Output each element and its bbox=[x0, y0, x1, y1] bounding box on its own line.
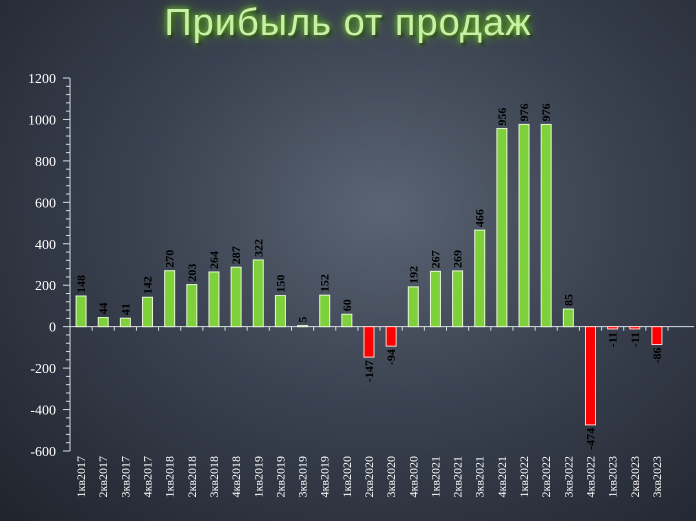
data-label: 270 bbox=[163, 250, 177, 268]
data-label: 976 bbox=[517, 103, 531, 121]
bar bbox=[629, 326, 641, 330]
bar bbox=[208, 271, 220, 328]
bar bbox=[651, 326, 663, 345]
category-label: 3кв2018 bbox=[207, 456, 221, 498]
data-label: 192 bbox=[406, 266, 420, 284]
bar bbox=[75, 295, 87, 328]
y-tick-label: -600 bbox=[30, 445, 56, 460]
category-label: 4кв2020 bbox=[406, 456, 420, 498]
bar bbox=[474, 229, 486, 328]
data-label: 956 bbox=[495, 108, 509, 126]
data-label: 148 bbox=[74, 275, 88, 293]
category-label: 4кв2022 bbox=[583, 456, 597, 498]
bar bbox=[274, 295, 286, 328]
bar bbox=[607, 326, 619, 330]
category-label: 1кв2022 bbox=[517, 456, 531, 498]
data-label: 203 bbox=[185, 264, 199, 282]
data-label: 287 bbox=[229, 246, 243, 264]
bar bbox=[119, 317, 131, 328]
category-label: 3кв2022 bbox=[561, 456, 575, 498]
data-label: -86 bbox=[650, 347, 664, 363]
category-label: 4кв2019 bbox=[318, 456, 332, 498]
bar bbox=[297, 325, 309, 328]
y-tick-label: 1200 bbox=[28, 72, 56, 87]
bar bbox=[97, 317, 109, 328]
y-tick-label: -200 bbox=[30, 362, 56, 377]
data-label: 264 bbox=[207, 251, 221, 269]
category-label: 3кв2020 bbox=[384, 456, 398, 498]
category-label: 4кв2021 bbox=[495, 456, 509, 498]
bar bbox=[540, 123, 552, 328]
bars bbox=[75, 123, 663, 426]
category-label: 3кв2023 bbox=[650, 456, 664, 498]
data-label: 269 bbox=[451, 250, 465, 268]
data-label: -147 bbox=[362, 360, 376, 382]
bar bbox=[186, 284, 198, 328]
category-label: 2кв2017 bbox=[96, 456, 110, 498]
data-label: 322 bbox=[251, 239, 265, 257]
bar bbox=[319, 294, 331, 328]
data-label: -11 bbox=[628, 332, 642, 347]
y-tick-label: -400 bbox=[30, 404, 56, 419]
data-label: 267 bbox=[428, 250, 442, 268]
y-tick-label: 800 bbox=[35, 155, 56, 170]
data-label: 142 bbox=[141, 276, 155, 294]
bar bbox=[562, 308, 574, 328]
y-tick-label: 200 bbox=[35, 279, 56, 294]
data-label: 976 bbox=[539, 103, 553, 121]
bar bbox=[407, 286, 419, 328]
data-label: -474 bbox=[583, 428, 597, 450]
data-label: 466 bbox=[473, 209, 487, 227]
bar bbox=[518, 123, 530, 328]
data-label: 152 bbox=[318, 274, 332, 292]
category-label: 2кв2020 bbox=[362, 456, 376, 498]
bar bbox=[363, 326, 375, 358]
data-label: 41 bbox=[118, 303, 132, 315]
bar bbox=[341, 313, 353, 328]
data-label: -11 bbox=[606, 332, 620, 347]
category-label: 2кв2023 bbox=[628, 456, 642, 498]
category-label: 3кв2019 bbox=[296, 456, 310, 498]
y-tick-label: 1000 bbox=[28, 113, 56, 128]
category-label: 2кв2022 bbox=[539, 456, 553, 498]
bar bbox=[496, 128, 508, 328]
category-label: 1кв2020 bbox=[340, 456, 354, 498]
bar bbox=[230, 266, 242, 328]
y-tick-label: 0 bbox=[49, 321, 56, 336]
category-label: 3кв2021 bbox=[473, 456, 487, 498]
bar bbox=[142, 296, 154, 328]
y-tick-label: 400 bbox=[35, 238, 56, 253]
data-label: -94 bbox=[384, 349, 398, 365]
category-label: 1кв2021 bbox=[428, 456, 442, 498]
y-tick-label: 600 bbox=[35, 196, 56, 211]
category-label: 1кв2019 bbox=[251, 456, 265, 498]
labels: 148 1кв2017 44 2кв2017 41 3кв2017 142 4кв2017 27… bbox=[74, 103, 664, 497]
data-label: 150 bbox=[273, 275, 287, 293]
bar bbox=[164, 270, 176, 328]
category-label: 1кв2023 bbox=[606, 456, 620, 498]
category-label: 4кв2017 bbox=[141, 456, 155, 498]
category-label: 4кв2018 bbox=[229, 456, 243, 498]
chart-title: Прибыль от продаж bbox=[164, 2, 532, 44]
data-label: 60 bbox=[340, 299, 354, 311]
category-label: 1кв2018 bbox=[163, 456, 177, 498]
bar bbox=[584, 326, 596, 426]
data-label: 5 bbox=[296, 317, 310, 323]
data-label: 85 bbox=[561, 294, 575, 306]
category-label: 1кв2017 bbox=[74, 456, 88, 498]
bar bbox=[452, 270, 464, 328]
category-label: 2кв2019 bbox=[273, 456, 287, 498]
category-label: 3кв2017 bbox=[118, 456, 132, 498]
bar bbox=[252, 259, 264, 328]
bar bbox=[429, 270, 441, 328]
bar bbox=[385, 326, 397, 347]
category-label: 2кв2021 bbox=[451, 456, 465, 498]
data-label: 44 bbox=[96, 303, 110, 315]
category-label: 2кв2018 bbox=[185, 456, 199, 498]
